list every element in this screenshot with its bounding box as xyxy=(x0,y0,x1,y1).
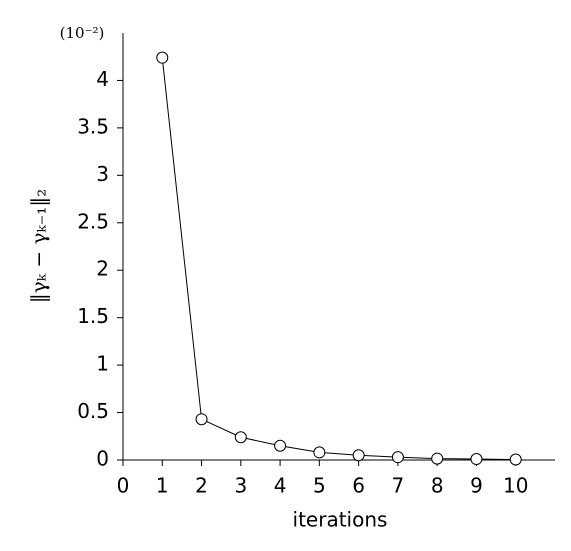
x-tick-label: 1 xyxy=(156,474,169,498)
series-line xyxy=(161,57,516,461)
y-tick-label: 2 xyxy=(96,257,109,281)
y-axis-label: ‖γₖ − γₖ₋₁‖₂ xyxy=(27,189,52,304)
marker xyxy=(274,439,287,452)
marker xyxy=(313,446,326,459)
y-tick-label: 1.5 xyxy=(77,304,109,328)
marker xyxy=(391,451,404,464)
x-axis-label: iterations xyxy=(293,508,388,532)
y-scale-label: (10⁻²) xyxy=(60,24,105,42)
x-tick-label: 4 xyxy=(274,474,287,498)
x-tick-label: 0 xyxy=(117,474,130,498)
marker xyxy=(470,453,483,466)
y-tick-label: 2.5 xyxy=(77,209,109,233)
y-tick-label: 3.5 xyxy=(77,114,109,138)
x-tick-label: 2 xyxy=(195,474,208,498)
marker xyxy=(431,452,444,465)
marker xyxy=(509,453,522,466)
x-tick-label: 10 xyxy=(503,474,528,498)
x-tick-label: 7 xyxy=(392,474,405,498)
x-tick-label: 5 xyxy=(313,474,326,498)
marker xyxy=(195,413,208,426)
marker xyxy=(352,449,365,462)
y-tick-label: 4 xyxy=(96,67,109,91)
y-tick-label: 0 xyxy=(96,447,109,471)
y-tick-label: 0.5 xyxy=(77,399,109,423)
x-tick-label: 3 xyxy=(234,474,247,498)
y-tick-label: 3 xyxy=(96,162,109,186)
y-tick-label: 1 xyxy=(96,352,109,376)
marker xyxy=(156,51,169,64)
x-tick-label: 8 xyxy=(431,474,444,498)
x-tick-label: 6 xyxy=(352,474,365,498)
marker xyxy=(234,431,247,444)
x-tick-label: 9 xyxy=(470,474,483,498)
